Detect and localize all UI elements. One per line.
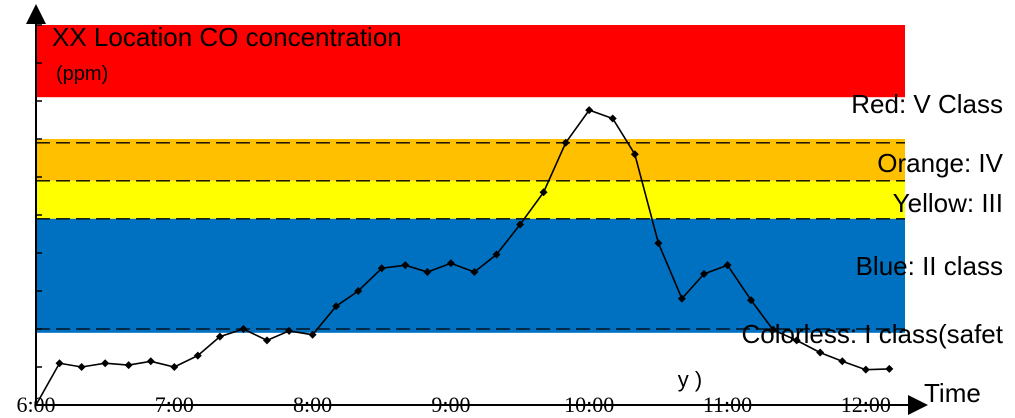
data-point: [446, 259, 455, 268]
data-point: [262, 336, 271, 345]
data-point: [77, 363, 86, 371]
data-point: [308, 330, 317, 339]
band-1: [36, 139, 905, 181]
band-label-layer: Red: V Class Orange: IV Yellow: III Blue: I…: [678, 89, 1004, 392]
data-point: [585, 106, 594, 115]
x-tick-label-1: 7:00: [155, 392, 194, 417]
data-point: [516, 220, 525, 229]
data-point: [885, 364, 894, 373]
data-point: [608, 114, 617, 123]
x-tick-label-6: 12:00: [841, 392, 891, 417]
data-point: [769, 325, 778, 334]
data-point: [193, 351, 202, 360]
data-point: [654, 239, 663, 248]
x-tick-label-0: 6:00: [16, 392, 55, 417]
x-tick-label-4: 10:00: [564, 392, 614, 417]
data-point: [838, 357, 847, 366]
band-3: [36, 218, 905, 333]
data-point: [239, 325, 248, 333]
y-tick-layer: [36, 24, 42, 368]
data-point: [285, 326, 294, 335]
data-point: [561, 138, 570, 147]
data-point: [215, 332, 224, 341]
chart-title: XX Location CO concentration: [52, 22, 402, 52]
data-point: [747, 296, 756, 305]
data-point: [170, 363, 179, 371]
x-tick-label-3: 9:00: [431, 392, 470, 417]
data-point: [377, 264, 386, 273]
data-point: [492, 250, 501, 259]
data-point: [861, 365, 870, 374]
data-point: [55, 359, 64, 368]
data-point: [354, 287, 363, 295]
data-point: [699, 269, 708, 278]
band-0: [36, 25, 905, 98]
data-point: [470, 268, 479, 276]
series-line-0: [35, 109, 890, 406]
data-point: [146, 357, 155, 366]
dashed-level-layer: [36, 142, 905, 330]
band-label-1: Orange: IV: [877, 148, 1003, 178]
data-point: [677, 294, 686, 303]
data-point: [401, 261, 410, 270]
data-point: [816, 348, 825, 357]
band-label-0: Red: V Class: [851, 89, 1003, 119]
data-point: [124, 361, 133, 370]
band-label-3: Blue: II class: [856, 251, 1003, 281]
title-unit-fragment: (ppm): [56, 63, 108, 85]
band-layer: [36, 25, 905, 333]
data-point: [630, 150, 639, 159]
data-point: [423, 268, 432, 276]
band-label-2: Yellow: III: [893, 188, 1003, 218]
data-point: [539, 188, 548, 197]
band-label-4: Colorless: I class(safet: [741, 319, 1003, 349]
data-point: [723, 261, 732, 270]
x-tick-label-5: 11:00: [703, 392, 752, 417]
data-point: [101, 359, 110, 368]
series-layer: [35, 106, 894, 406]
band-2: [36, 180, 905, 219]
data-point: [792, 336, 801, 345]
x-axis-label: Time: [924, 378, 981, 408]
data-point: [332, 302, 341, 311]
x-tick-label-layer: 6:00 7:00 8:00 9:00 10:00 11:00 12:00: [16, 392, 890, 417]
band-label-tail: y ): [678, 367, 702, 392]
x-tick-label-2: 8:00: [293, 392, 332, 417]
